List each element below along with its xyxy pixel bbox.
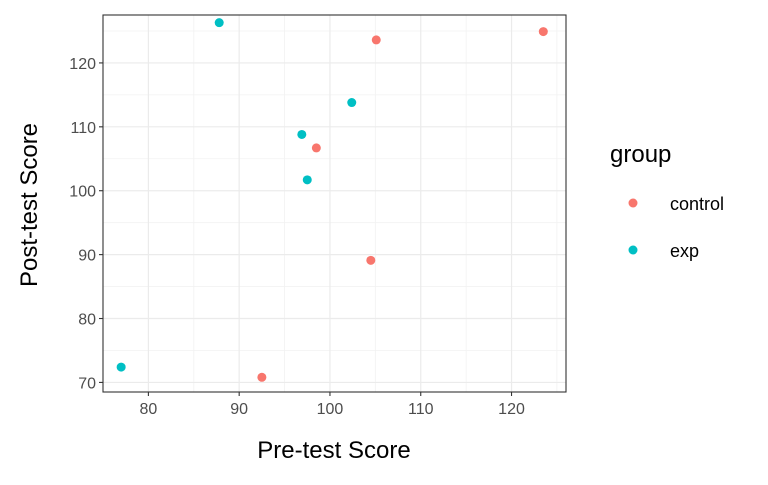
data-point-exp xyxy=(116,362,126,372)
y-tick-label: 120 xyxy=(69,56,96,73)
data-point-exp xyxy=(302,175,312,185)
data-point-control xyxy=(311,143,321,153)
x-tick-label: 120 xyxy=(498,401,525,418)
y-tick-label: 80 xyxy=(78,312,96,329)
plot-panel-border xyxy=(102,14,567,393)
data-points xyxy=(116,18,548,382)
legend: group control exp xyxy=(610,141,724,261)
data-point-exp xyxy=(347,98,357,108)
x-tick-label: 80 xyxy=(139,401,157,418)
data-point-control xyxy=(371,35,381,45)
grid-lines xyxy=(103,15,566,392)
y-tick-label: 100 xyxy=(69,184,96,201)
x-tick-label: 110 xyxy=(408,401,434,418)
axis-ticks: 80 90 100 110 120 70 80 90 100 110 120 xyxy=(69,56,525,418)
data-point-exp xyxy=(214,18,224,28)
data-point-control xyxy=(257,372,267,382)
y-tick-label: 110 xyxy=(70,120,96,137)
legend-key-exp xyxy=(628,245,638,255)
legend-label-control: control xyxy=(670,194,724,214)
data-point-control xyxy=(538,27,548,37)
x-tick-label: 100 xyxy=(317,401,344,418)
y-axis-title: Post-test Score xyxy=(16,123,43,287)
data-point-control xyxy=(366,255,376,265)
legend-title: group xyxy=(610,141,671,168)
y-tick-label: 70 xyxy=(78,375,96,392)
x-tick-label: 90 xyxy=(230,401,248,418)
data-point-exp xyxy=(297,129,307,139)
x-axis-title: Pre-test Score xyxy=(257,437,410,464)
y-tick-label: 90 xyxy=(78,248,96,265)
legend-label-exp: exp xyxy=(670,241,699,261)
legend-key-control xyxy=(628,198,638,208)
